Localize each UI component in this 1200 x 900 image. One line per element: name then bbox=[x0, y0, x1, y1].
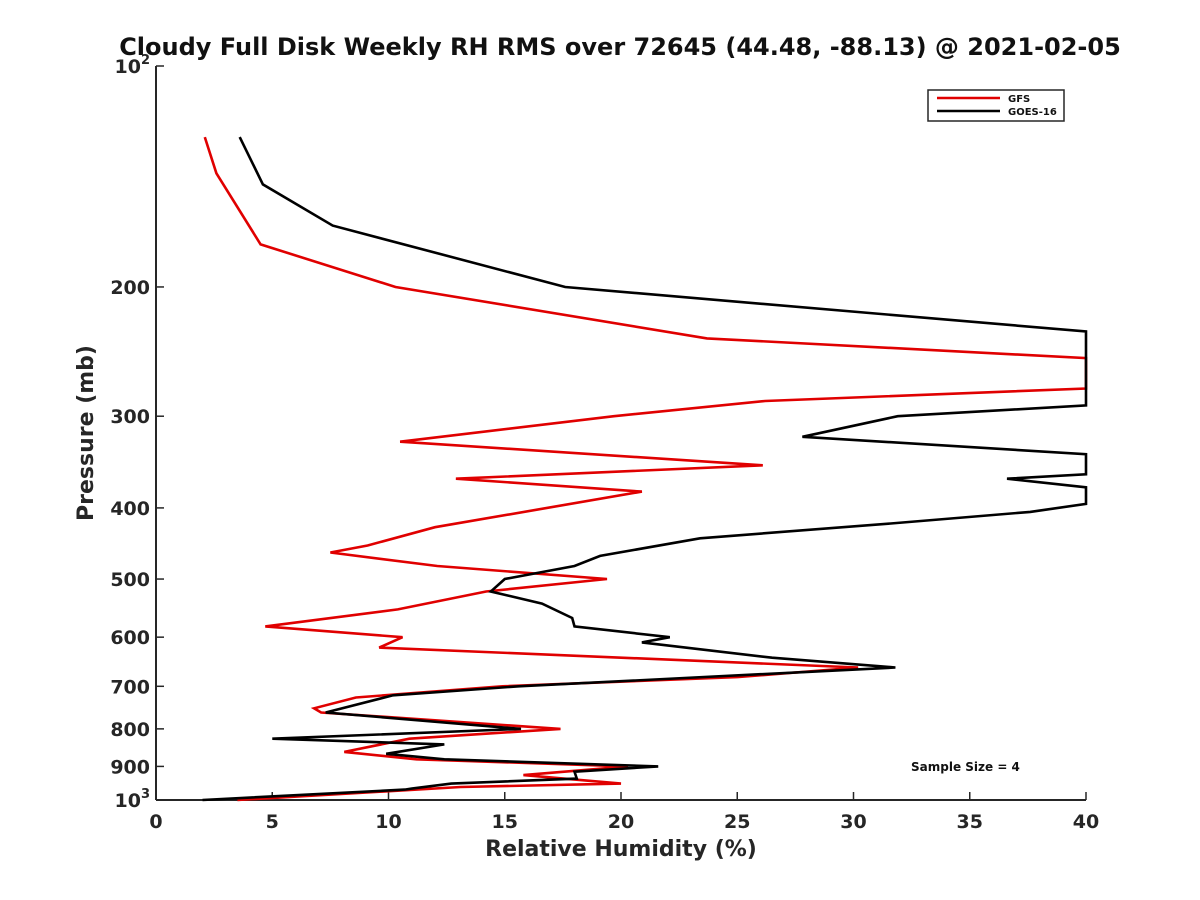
y-ticks: 102 200 300 400 500 600 700 800 900 103 bbox=[110, 53, 164, 812]
legend-label-goes16: GOES-16 bbox=[1008, 107, 1057, 118]
y-tick-label: 800 bbox=[110, 719, 150, 741]
chart-title: Cloudy Full Disk Weekly RH RMS over 7264… bbox=[119, 33, 1121, 61]
y-tick-label: 200 bbox=[110, 277, 150, 299]
legend: GFS GOES-16 bbox=[927, 89, 1065, 122]
x-ticks: 0 5 10 15 20 25 30 35 40 bbox=[149, 792, 1099, 833]
x-axis-label: Relative Humidity (%) bbox=[485, 837, 757, 862]
y-tick-label: 900 bbox=[110, 756, 150, 778]
x-tick-label: 10 bbox=[375, 811, 401, 833]
x-tick-label: 15 bbox=[492, 811, 518, 833]
x-tick-label: 30 bbox=[840, 811, 866, 833]
x-tick-label: 40 bbox=[1073, 811, 1099, 833]
series-line-gfs bbox=[203, 136, 1088, 802]
y-tick-label: 500 bbox=[110, 569, 150, 591]
y-axis-label: Pressure (mb) bbox=[74, 345, 99, 521]
y-tick-label: 700 bbox=[110, 676, 150, 698]
y-tick-label: 600 bbox=[110, 627, 150, 649]
plot-area bbox=[155, 66, 1086, 801]
sample-size-annotation: Sample Size = 4 bbox=[911, 760, 1020, 774]
y-tick-label: 103 bbox=[115, 787, 151, 812]
series-line-goes16 bbox=[202, 136, 1088, 802]
x-tick-label: 25 bbox=[724, 811, 750, 833]
x-tick-label: 5 bbox=[266, 811, 279, 833]
y-tick-label: 300 bbox=[110, 406, 150, 428]
x-tick-label: 35 bbox=[957, 811, 983, 833]
y-tick-label: 102 bbox=[115, 53, 151, 78]
series-lines bbox=[202, 136, 1088, 802]
y-tick-label: 400 bbox=[110, 498, 150, 520]
legend-label-gfs: GFS bbox=[1008, 94, 1030, 105]
x-tick-label: 20 bbox=[608, 811, 634, 833]
x-tick-label: 0 bbox=[149, 811, 162, 833]
legend-box bbox=[927, 89, 1065, 122]
